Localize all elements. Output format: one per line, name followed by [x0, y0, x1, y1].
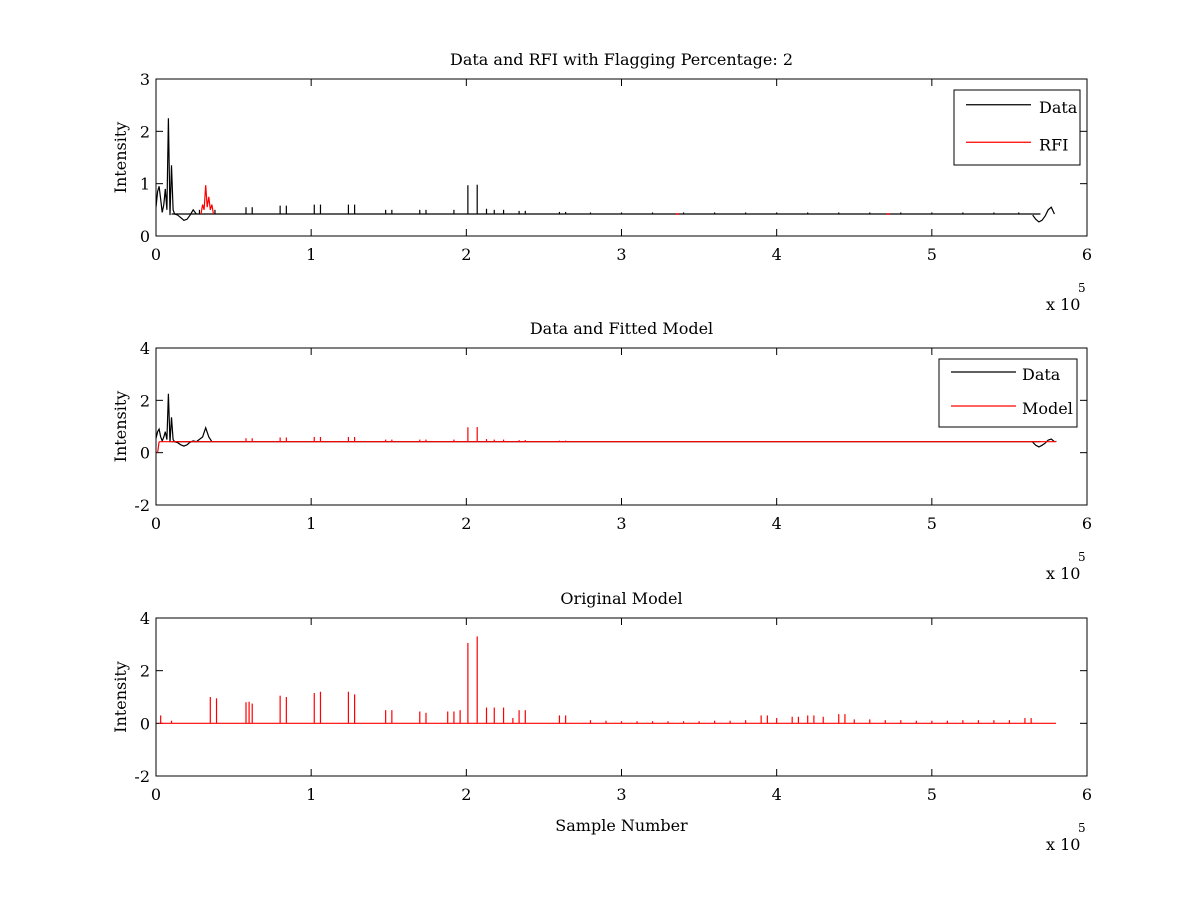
y-tick-label: 1 — [140, 175, 150, 194]
y-tick-label: 0 — [140, 444, 150, 463]
x-tick-label: 5 — [927, 514, 937, 533]
x-tick-label: 2 — [461, 785, 471, 804]
series-group — [159, 636, 1056, 724]
x-tick-label: 5 — [927, 245, 937, 264]
x-axis-label: Sample Number — [555, 816, 688, 835]
x-tick-label: 6 — [1082, 514, 1092, 533]
y-tick-label: 4 — [140, 609, 150, 628]
x-tick-label: 6 — [1082, 245, 1092, 264]
legend: Data RFI — [953, 89, 1081, 166]
series-model-line — [157, 441, 160, 453]
x-multiplier: x 10 — [1046, 835, 1080, 854]
y-axis-label: Intensity — [111, 661, 130, 733]
x-tick-label: 2 — [461, 514, 471, 533]
x-tick-label: 5 — [927, 785, 937, 804]
legend: Data Model — [938, 358, 1078, 428]
series-data-line — [156, 393, 213, 447]
legend-label: Data — [1022, 365, 1061, 384]
x-multiplier: x 10 — [1046, 295, 1080, 314]
y-tick-label: -2 — [134, 767, 150, 786]
series-rfi-line — [200, 185, 214, 215]
x-multiplier-exponent: 5 — [1078, 821, 1086, 835]
series-data-line — [156, 118, 197, 221]
series-group — [156, 393, 1057, 453]
y-axis-label: Intensity — [111, 391, 130, 463]
legend-box — [953, 89, 1081, 166]
chart-title: Data and RFI with Flagging Percentage: 2 — [450, 50, 793, 69]
x-multiplier-exponent: 5 — [1078, 281, 1086, 295]
y-axis-label: Intensity — [111, 122, 130, 194]
axes-box — [155, 617, 1088, 777]
x-tick-label: 1 — [306, 514, 316, 533]
legend-label: Model — [1022, 399, 1073, 418]
y-tick-label: 2 — [140, 391, 150, 410]
series-data-line — [1032, 438, 1055, 448]
y-tick-label: 0 — [140, 227, 150, 246]
legend-label: Data — [1039, 98, 1078, 117]
y-tick-label: 3 — [140, 70, 150, 89]
x-multiplier-exponent: 5 — [1078, 550, 1086, 564]
x-tick-label: 4 — [772, 245, 782, 264]
x-tick-label: 3 — [616, 245, 626, 264]
y-tick-label: -2 — [134, 496, 150, 515]
x-tick-label: 3 — [616, 514, 626, 533]
legend-box — [938, 358, 1078, 428]
x-tick-label: 3 — [616, 785, 626, 804]
x-tick-label: 1 — [306, 245, 316, 264]
x-tick-label: 0 — [151, 785, 161, 804]
y-tick-label: 0 — [140, 714, 150, 733]
x-tick-label: 0 — [151, 514, 161, 533]
x-tick-label: 4 — [772, 514, 782, 533]
x-tick-label: 4 — [772, 785, 782, 804]
series-data-line — [1032, 206, 1055, 223]
x-tick-label: 2 — [461, 245, 471, 264]
y-tick-label: 4 — [140, 339, 150, 358]
chart-title: Data and Fitted Model — [530, 319, 713, 338]
legend-label: RFI — [1039, 135, 1068, 154]
x-tick-label: 1 — [306, 785, 316, 804]
x-multiplier: x 10 — [1046, 564, 1080, 583]
x-tick-label: 6 — [1082, 785, 1092, 804]
series-group — [156, 118, 1055, 223]
chart-title: Original Model — [560, 589, 682, 608]
y-tick-label: 2 — [140, 122, 150, 141]
x-tick-label: 0 — [151, 245, 161, 264]
y-tick-label: 2 — [140, 662, 150, 681]
